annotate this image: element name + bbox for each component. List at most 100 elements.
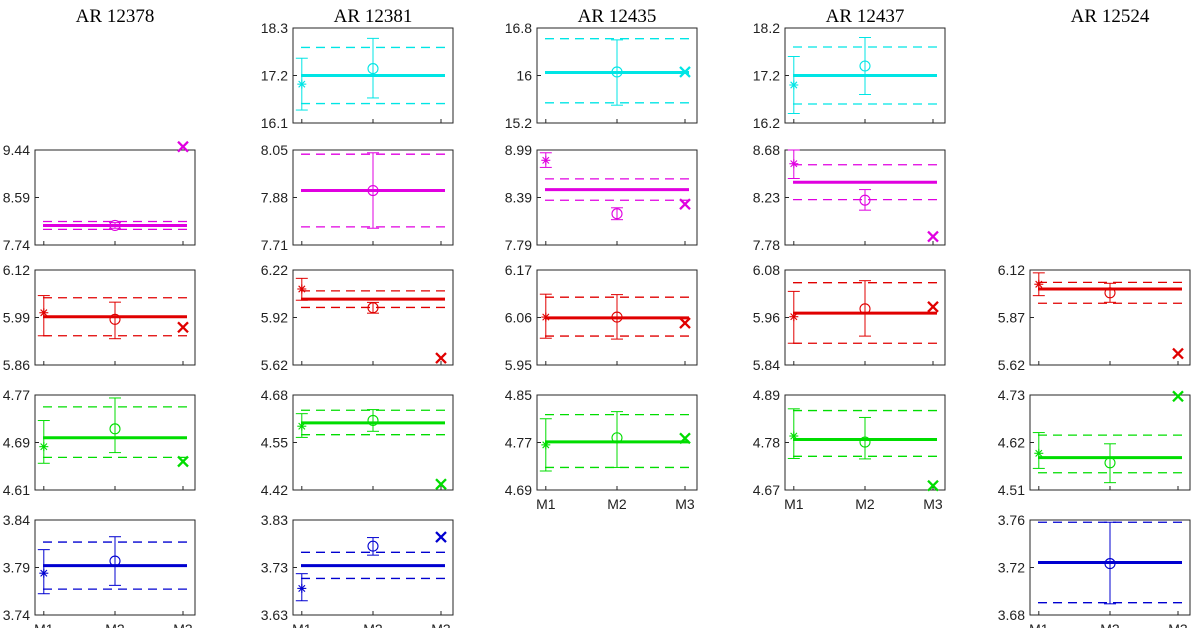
y-tick-label: 8.68 [753,142,780,158]
y-tick-label: 7.78 [753,237,780,253]
y-tick-label: 5.96 [753,310,780,326]
panel-1-3: 4.68 4.55 4.42 [261,387,454,498]
m3-cross-stroke [679,317,691,329]
m3-cross-stroke [679,432,691,445]
m1-asterisk-marker [297,583,307,593]
panel-3-2: 6.08 5.96 5.84 [753,262,946,373]
y-tick-label: 16.8 [505,20,532,36]
y-tick-label: 7.88 [261,190,288,206]
y-tick-label: 5.95 [505,357,532,373]
y-tick-label: 4.61 [3,482,30,498]
y-tick-label: 6.12 [3,262,30,278]
m3-cross-stroke [927,479,939,492]
column-title-3: AR 12437 [826,6,905,27]
m3-cross-stroke [927,230,939,243]
y-tick-label: 5.99 [3,310,30,326]
y-tick-label: 4.42 [261,482,288,498]
y-tick-label: 9.44 [3,142,30,158]
m3-cross-stroke [435,531,447,543]
m1-asterisk-marker [789,80,799,90]
m2-circle-marker [367,302,379,314]
y-tick-label: 6.17 [505,262,532,278]
m1-asterisk-stroke [542,156,550,164]
y-tick-label: 8.59 [3,190,30,206]
m1-asterisk-marker [789,431,799,441]
y-tick-label: 5.62 [998,357,1025,373]
y-tick-label: 5.86 [3,357,30,373]
panel-1-2: 6.22 5.92 5.62 [261,262,454,373]
m2-circle-marker [367,63,379,75]
m3-cross-marker [177,321,189,334]
panel-0-2: 6.12 5.99 5.86 [3,262,196,373]
panel-4-3: 4.73 4.62 4.51 [998,387,1191,498]
x-tick-label: M3 [431,621,451,628]
m3-cross-stroke [177,455,189,468]
column-title-2: AR 12435 [578,6,657,27]
y-tick-label: 8.39 [505,190,532,206]
y-tick-label: 6.06 [505,310,532,326]
m1-asterisk-marker [1034,448,1044,458]
y-tick-label: 4.69 [505,482,532,498]
y-tick-label: 3.76 [998,512,1025,528]
y-tick-label: 3.84 [3,512,30,528]
x-tick-label: M2 [363,621,383,628]
y-tick-label: 17.2 [261,68,288,84]
panel-1-0: 18.3 17.2 16.1 [261,20,454,131]
m3-cross-stroke [1172,347,1184,360]
m1-asterisk-stroke [298,422,306,430]
y-tick-label: 7.74 [3,237,30,253]
y-tick-label: 4.89 [753,387,780,403]
y-tick-label: 18.3 [261,20,288,36]
m3-cross-stroke [435,478,447,491]
m3-cross-marker [435,478,447,491]
panel-frame [292,519,454,616]
m3-cross-marker [679,66,691,78]
m1-asterisk-stroke [1035,449,1043,457]
m2-circle-marker [109,219,121,231]
panel-1-4: 3.83 3.73 3.63 M1 M2 M3 [261,512,454,628]
m2-circle-marker [611,311,623,323]
m2-circle-marker [109,313,121,325]
panel-2-2: 6.17 6.06 5.95 [505,262,698,373]
m1-asterisk-stroke [790,432,798,440]
m1-asterisk-marker [39,568,49,578]
m2-circle-marker [109,423,121,435]
m1-asterisk-marker [541,312,551,322]
panel-4-2: 6.12 5.87 5.62 [998,262,1191,373]
x-tick-label: M1 [292,621,312,628]
panel-2-1: 8.99 8.39 7.79 [505,142,698,253]
m1-asterisk-stroke [40,443,48,451]
m3-cross-marker [679,317,691,329]
y-tick-label: 4.55 [261,435,288,451]
m3-cross-stroke [927,300,939,313]
m1-asterisk-stroke [40,309,48,317]
y-tick-label: 4.73 [998,387,1025,403]
m1-asterisk-stroke [542,441,550,449]
y-tick-label: 5.84 [753,357,780,373]
x-tick-label: M3 [1168,621,1188,628]
y-tick-label: 17.2 [753,68,780,84]
y-tick-label: 4.62 [998,435,1025,451]
y-tick-label: 5.87 [998,310,1025,326]
m1-asterisk-stroke [298,80,306,88]
m3-cross-stroke [177,321,189,334]
y-tick-label: 3.79 [3,560,30,576]
m1-asterisk-marker [297,284,307,294]
y-tick-label: 4.77 [3,387,30,403]
m2-circle-marker [367,184,379,197]
m1-asterisk-marker [789,159,799,169]
column-title-1: AR 12381 [334,6,413,27]
m1-asterisk-stroke [790,313,798,321]
m3-cross-marker [1172,390,1184,403]
x-tick-label: M3 [173,621,193,628]
m1-asterisk-stroke [298,285,306,293]
y-tick-label: 3.83 [261,512,288,528]
x-tick-label: M1 [784,496,804,512]
m1-asterisk-marker [39,308,49,318]
y-tick-label: 4.85 [505,387,532,403]
x-tick-label: M1 [536,496,556,512]
m2-circle-marker [611,432,623,444]
panel-frame [292,269,454,366]
m3-cross-stroke [679,66,691,78]
panel-3-1: 8.68 8.23 7.78 [753,142,946,253]
